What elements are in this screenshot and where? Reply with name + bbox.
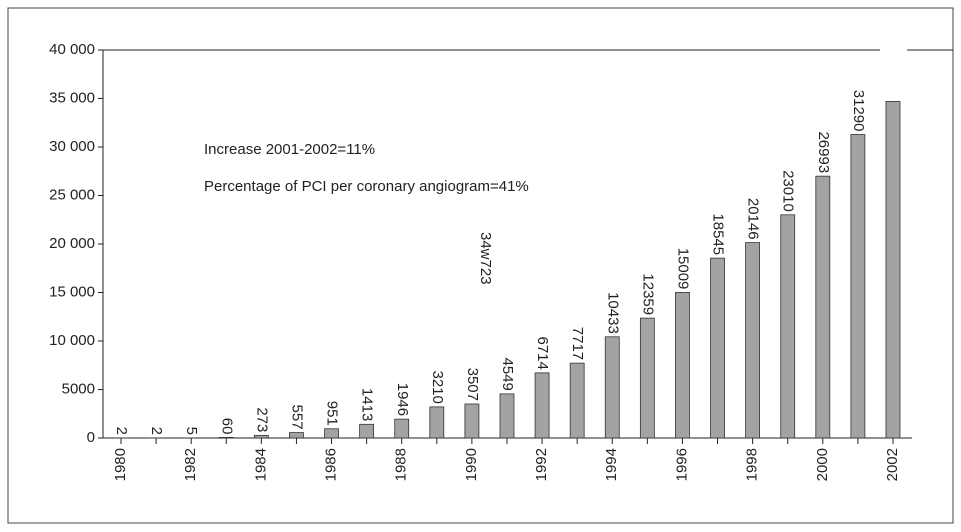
x-tick-label: 1994 (603, 448, 620, 481)
bar (534, 372, 550, 439)
frame (7, 7, 954, 524)
x-tick-label: 1988 (393, 448, 410, 481)
x-tick-label: 1996 (673, 448, 690, 481)
data-label: 3210 (429, 370, 446, 403)
data-label: 23010 (780, 170, 797, 212)
data-label: 18545 (710, 213, 727, 255)
bar (639, 317, 655, 439)
data-label: 12359 (639, 273, 656, 315)
annotation: Percentage of PCI per coronary angiogram… (204, 178, 529, 195)
y-tick-label: 25 000 (49, 186, 95, 203)
data-label: 20146 (745, 198, 762, 240)
bar (429, 406, 445, 439)
data-label: 60 (218, 418, 235, 435)
x-tick-label: 1982 (182, 448, 199, 481)
data-label: 31290 (850, 90, 867, 132)
bar (499, 393, 515, 439)
y-tick-label: 40 000 (49, 41, 95, 58)
bar (464, 403, 480, 439)
x-tick-label: 1986 (323, 448, 340, 481)
y-tick-label: 35 000 (49, 89, 95, 106)
data-label: 15009 (674, 248, 691, 290)
data-label: 557 (288, 405, 305, 430)
data-label: 4549 (499, 357, 516, 390)
data-label: 273 (253, 407, 270, 432)
data-label: 2 (148, 427, 165, 435)
bar (324, 428, 339, 439)
bar (359, 423, 375, 439)
y-tick-label: 15 000 (49, 283, 95, 300)
data-label: 7717 (569, 327, 586, 360)
x-tick-label: 1980 (112, 448, 129, 481)
data-label: 6714 (534, 336, 551, 369)
bar (745, 242, 761, 439)
bar (885, 101, 901, 439)
annotation: Increase 2001-2002=11% (204, 141, 375, 158)
y-tick-label: 20 000 (49, 235, 95, 252)
data-label: 5 (183, 427, 200, 435)
y-tick-label: 5000 (62, 380, 95, 397)
bar (675, 292, 690, 439)
bar (850, 134, 866, 439)
bar (780, 214, 796, 439)
data-label: 951 (324, 401, 341, 426)
data-label: 1946 (394, 383, 411, 416)
x-tick-label: 2002 (884, 448, 901, 481)
data-label: 1413 (359, 388, 376, 421)
x-tick-label: 1990 (463, 448, 480, 481)
x-tick-label: 1984 (252, 448, 269, 481)
bar (710, 257, 725, 439)
data-label: 2 (113, 427, 130, 435)
bar (394, 418, 410, 439)
x-tick-label: 1998 (744, 448, 761, 481)
x-tick-label: 2000 (814, 448, 831, 481)
bar (815, 175, 831, 439)
y-tick-label: 30 000 (49, 138, 95, 155)
data-label: 26993 (815, 131, 832, 173)
data-label: 3507 (464, 368, 481, 401)
annotation: 34w723 (477, 232, 494, 285)
bar (253, 434, 269, 439)
y-tick-label: 0 (87, 429, 95, 446)
y-tick-label: 10 000 (49, 332, 95, 349)
bar (604, 336, 620, 439)
bar (218, 437, 234, 439)
bar (289, 432, 304, 439)
bar (569, 362, 585, 439)
x-tick-label: 1992 (533, 448, 550, 481)
data-label: 10433 (604, 292, 621, 334)
